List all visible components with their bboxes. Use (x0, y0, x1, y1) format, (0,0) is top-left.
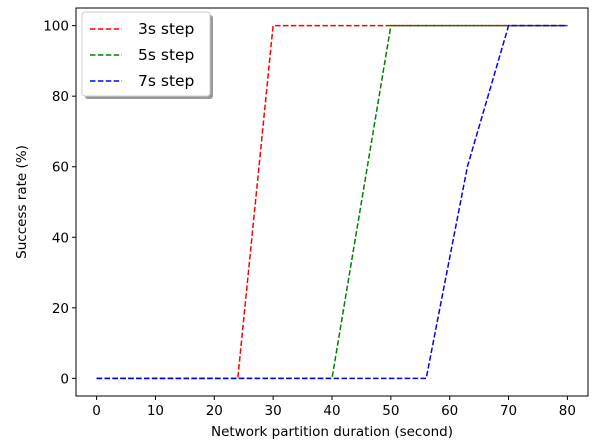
x-tick-label: 10 (147, 403, 164, 419)
x-tick-label: 30 (265, 403, 282, 419)
x-tick-label: 20 (206, 403, 223, 419)
y-axis-ticks: 0 20 40 60 80 100 (43, 19, 76, 387)
x-axis-ticks: 0 10 20 30 40 50 60 70 80 (92, 396, 576, 419)
x-tick-label: 50 (382, 403, 399, 419)
x-tick-label: 70 (500, 403, 517, 419)
x-axis-label: Network partition duration (second) (211, 424, 453, 440)
x-tick-label: 0 (92, 403, 101, 419)
legend: 3s step 5s step 7s step (81, 11, 213, 99)
legend-box (81, 11, 211, 97)
y-tick-label: 20 (52, 301, 69, 317)
series-line-1 (96, 24, 568, 380)
y-tick-label: 0 (60, 371, 69, 387)
y-tick-label: 40 (52, 230, 69, 246)
legend-label-1: 3s step (138, 20, 194, 38)
legend-label-3: 7s step (138, 72, 194, 90)
plot-lines (96, 24, 568, 380)
x-tick-label: 80 (559, 403, 576, 419)
x-tick-label: 40 (323, 403, 340, 419)
series-line-3 (96, 24, 568, 380)
legend-label-2: 5s step (138, 46, 194, 64)
y-axis-label: Success rate (%) (14, 145, 30, 259)
x-tick-label: 60 (441, 403, 458, 419)
series-line-2 (96, 24, 568, 380)
y-tick-label: 80 (52, 89, 69, 105)
y-tick-label: 60 (52, 160, 69, 176)
y-tick-label: 100 (43, 19, 69, 35)
